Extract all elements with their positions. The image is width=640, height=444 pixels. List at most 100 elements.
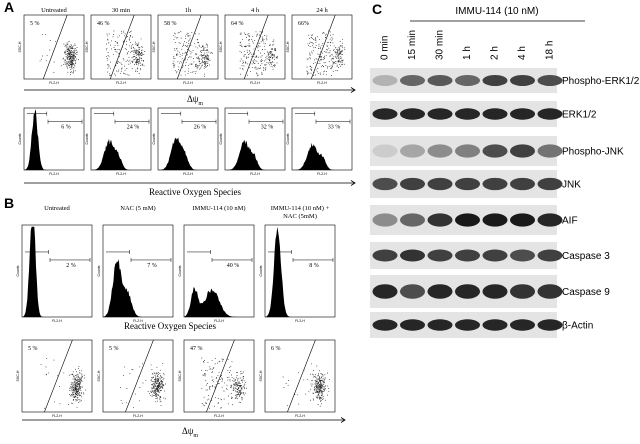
dot [214,358,216,360]
percent-label: 2 % [66,263,76,269]
dot [80,386,82,388]
dot [74,377,76,379]
dot [230,365,232,367]
dot [204,60,206,62]
dot [70,50,72,52]
dot [137,59,139,60]
dot [140,52,142,54]
dot [265,59,267,61]
dot [79,385,81,387]
dot [235,391,237,393]
dot [333,56,335,58]
dot [106,58,108,59]
dot [70,69,72,71]
dot [319,390,321,392]
band [537,144,563,158]
dot [239,42,241,44]
dot [319,378,321,380]
dot [240,389,242,391]
dot [316,71,318,73]
dot [307,73,309,75]
dot [321,399,323,400]
dot [227,379,229,381]
dot [321,387,322,389]
dot [158,386,160,388]
band [400,319,425,331]
dot [248,43,250,45]
dot [72,393,74,395]
dot [141,63,143,65]
dot [154,378,156,380]
dot [339,63,340,65]
dot [333,63,335,64]
dot [237,398,239,400]
dot [217,375,219,377]
dot [341,59,343,61]
dot [132,44,134,46]
dot [325,387,326,389]
dot [67,63,69,65]
dot [252,55,254,57]
dot [320,385,322,387]
band [427,213,453,227]
dot [71,56,73,57]
dot [159,398,161,400]
dot [341,62,343,64]
dot [338,54,340,55]
dot [144,51,146,52]
dot [81,370,83,372]
dot [203,360,205,361]
dot [270,62,272,64]
dot [207,55,209,57]
dot [322,52,324,54]
dot [159,400,161,402]
dot [158,390,160,392]
dot [270,65,272,67]
dot [68,64,69,66]
dot [133,51,135,53]
percent-label: 58 % [164,21,177,27]
dot [240,385,242,386]
dot [195,64,197,65]
dot [205,402,207,404]
dot [139,69,141,71]
dot [315,39,317,41]
dot [137,64,139,66]
dot [242,392,244,394]
plot-frame [157,14,219,80]
dot [138,42,140,44]
dot [204,63,206,65]
dot [266,51,268,53]
dot [134,393,136,395]
dot [340,52,342,54]
dot [270,56,272,58]
dot [191,63,193,65]
dot [332,58,334,60]
dot [49,40,51,41]
dot [156,397,158,399]
dot [78,385,80,387]
dot [157,373,159,375]
dot [66,58,68,59]
dot [323,391,325,392]
dot [155,382,157,384]
dot [178,66,180,68]
gate-line [310,14,336,80]
dot [112,36,114,38]
dot [74,379,76,381]
dot [159,391,161,393]
gate-line [109,14,135,80]
dot [69,72,71,73]
dot [160,377,162,379]
dot [76,386,78,388]
dot [242,381,244,383]
dot [341,60,343,62]
dot [72,382,74,384]
dot [137,44,139,46]
dot [272,41,274,43]
dot [239,377,241,379]
dot [77,379,79,381]
dot [317,375,319,377]
dot [323,66,325,67]
dot [159,369,161,371]
